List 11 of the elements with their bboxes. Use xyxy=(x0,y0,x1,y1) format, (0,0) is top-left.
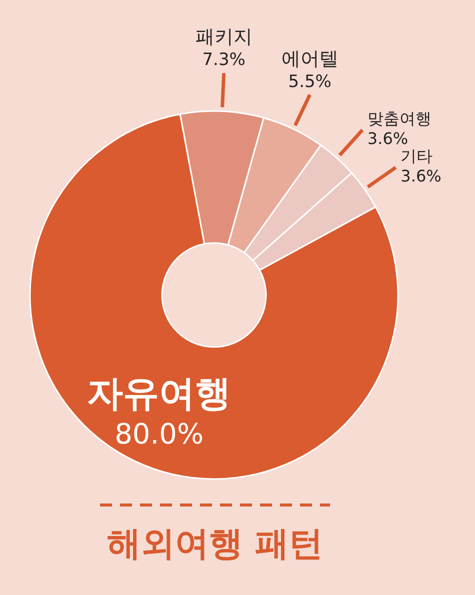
slice-label: 자유여행 xyxy=(87,374,232,415)
slice-label: 에어텔 xyxy=(281,48,338,70)
text: 해외여행 패턴 xyxy=(107,524,323,564)
slice-label: 패키지 xyxy=(195,26,252,48)
data-label: 5.5% xyxy=(288,72,332,92)
slice-label: 맞춤여행 xyxy=(367,108,432,128)
data-label: 80.0% xyxy=(114,418,204,451)
data-label: 7.3% xyxy=(202,50,246,70)
data-label: 3.6% xyxy=(400,166,442,186)
slice-label: 기타 xyxy=(400,146,433,166)
data-label: 3.6% xyxy=(367,128,408,148)
